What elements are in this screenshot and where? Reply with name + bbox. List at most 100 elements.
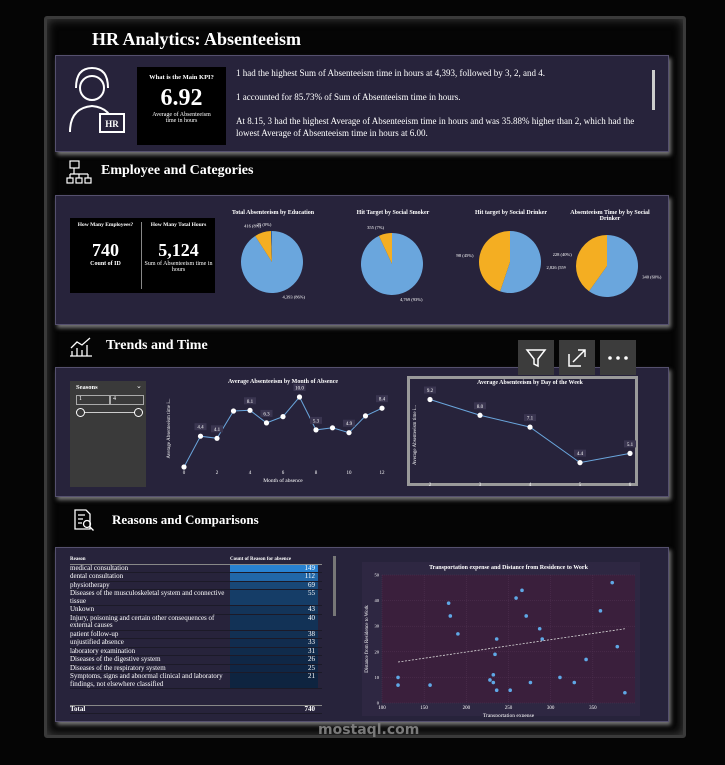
point <box>456 632 460 636</box>
kpi-question: What is the Main KPI? <box>149 74 214 81</box>
kpi-value: 6.92 <box>160 85 203 111</box>
point <box>197 433 204 439</box>
data-label: 5.3 <box>313 419 320 424</box>
point <box>230 408 237 414</box>
chevron[interactable]: ⌄ <box>136 382 142 390</box>
point <box>446 601 451 605</box>
point <box>396 683 400 687</box>
card-value: 5,124 <box>158 240 199 260</box>
point <box>493 652 497 657</box>
slider-track <box>80 412 138 413</box>
card-question: How Many Total Hours <box>150 222 207 228</box>
x-tick-label: 6 <box>629 483 632 488</box>
filter-button[interactable] <box>518 340 554 375</box>
pie-label: 4,393 (86%) <box>282 295 305 301</box>
label-bg <box>624 440 636 448</box>
count-cell: 21 <box>230 672 318 688</box>
table-row: Diseases of the respiratory system 25 <box>70 663 322 673</box>
data-label: 10.0 <box>295 387 304 392</box>
reason-cell: Symptoms, signs and abnormal clinical an… <box>70 672 223 688</box>
table-row: dental consultation 112 <box>70 572 322 582</box>
pie-label: 416 (8%) <box>244 224 261 229</box>
point <box>428 683 432 687</box>
count-cell: 43 <box>230 605 318 614</box>
insights: 1 had the highest Sum of Absenteeism tim… <box>236 67 646 139</box>
point <box>280 414 286 420</box>
focus-button[interactable] <box>559 340 595 375</box>
slicer[interactable]: Seasons ⌄ 1 4 <box>70 381 146 487</box>
reason-cell: Unkown <box>70 605 95 613</box>
divider <box>141 222 142 289</box>
frame <box>44 16 686 738</box>
x-tick-label: 100 <box>378 706 386 711</box>
label-bg <box>376 395 388 403</box>
data-label: 9.2 <box>427 389 434 394</box>
line-chart: Average Absenteeism by Day of the WeekDa… <box>413 380 636 488</box>
data-label: 8.1 <box>247 400 254 405</box>
label-bg <box>260 409 273 417</box>
count-cell: 26 <box>230 655 318 664</box>
reason-cell: Diseases of the respiratory system <box>70 663 166 672</box>
label-bg <box>343 419 355 427</box>
reason-cell: Diseases of the digestive system <box>70 655 161 663</box>
data-label: 4.4 <box>577 452 584 457</box>
x-tick-label: 0 <box>183 471 186 476</box>
point <box>477 412 483 418</box>
more-button[interactable] <box>600 340 636 375</box>
x-tick-label: 4 <box>249 471 252 476</box>
point <box>584 657 588 662</box>
slicer-to[interactable]: 4 <box>110 395 144 405</box>
pie-slice <box>255 231 272 262</box>
point <box>527 424 533 430</box>
reason-cell: laboratory examination <box>70 646 136 655</box>
x-tick-label: 250 <box>505 706 513 711</box>
data-label: 8.0 <box>477 405 484 410</box>
cards: How Many Employees? 740 Count of ID How … <box>70 218 215 293</box>
label-bg <box>474 402 486 410</box>
pie-label: 228 (40%) <box>553 252 572 257</box>
y-axis-title: Average Absenteeism time i... <box>167 399 172 459</box>
slider-handle[interactable] <box>76 408 85 417</box>
pie-chart: 2,826 (55%) 2,298 (45%) <box>456 231 566 293</box>
point <box>514 596 518 600</box>
total-cell: 740 <box>304 704 316 713</box>
x-tick-label: 6 <box>282 471 285 476</box>
slicer-from[interactable]: 1 <box>76 395 110 405</box>
point <box>448 614 453 618</box>
label-bg <box>244 397 256 405</box>
data-label: 6.3 <box>263 412 270 417</box>
org-icon <box>66 160 92 184</box>
point <box>577 460 583 466</box>
table-row: Unkown 43 <box>70 605 322 615</box>
label-bg <box>424 386 436 394</box>
point <box>540 637 545 641</box>
pie-chart: 340 (60%) 228 (40%) <box>553 235 662 297</box>
data-label: 4.4 <box>197 426 204 431</box>
x-tick-label: 8 <box>315 471 318 476</box>
slicer-title: Seasons <box>76 384 98 391</box>
point <box>615 644 620 649</box>
point <box>329 425 336 431</box>
table-row: Injury, poisoning and certain other cons… <box>70 614 322 631</box>
table-row: Symptoms, signs and abnormal clinical an… <box>70 672 322 689</box>
pie-label: 340 (60%) <box>642 274 662 279</box>
point <box>558 675 562 680</box>
point <box>520 588 524 593</box>
x-tick-label: 5 <box>579 483 582 488</box>
point <box>247 407 253 413</box>
point <box>263 420 270 426</box>
pie-label: 2,826 (55%) <box>547 265 566 271</box>
pie-title: Total Absenteeism by Education <box>231 210 315 216</box>
scrollbar[interactable] <box>333 556 336 616</box>
label-bg <box>194 423 207 431</box>
scrollbar[interactable] <box>652 70 655 110</box>
y-axis-title: Average Absenteeism time i... <box>413 405 418 465</box>
table-row: unjustified absence 33 <box>70 638 322 648</box>
pie-label: 4,769 (93%) <box>400 297 423 303</box>
svg-text:HR: HR <box>105 119 119 129</box>
y-tick-label: 50 <box>375 573 380 578</box>
slider-handle[interactable] <box>134 408 143 417</box>
data-label: 5.1 <box>627 443 634 448</box>
label-bg <box>524 414 536 422</box>
